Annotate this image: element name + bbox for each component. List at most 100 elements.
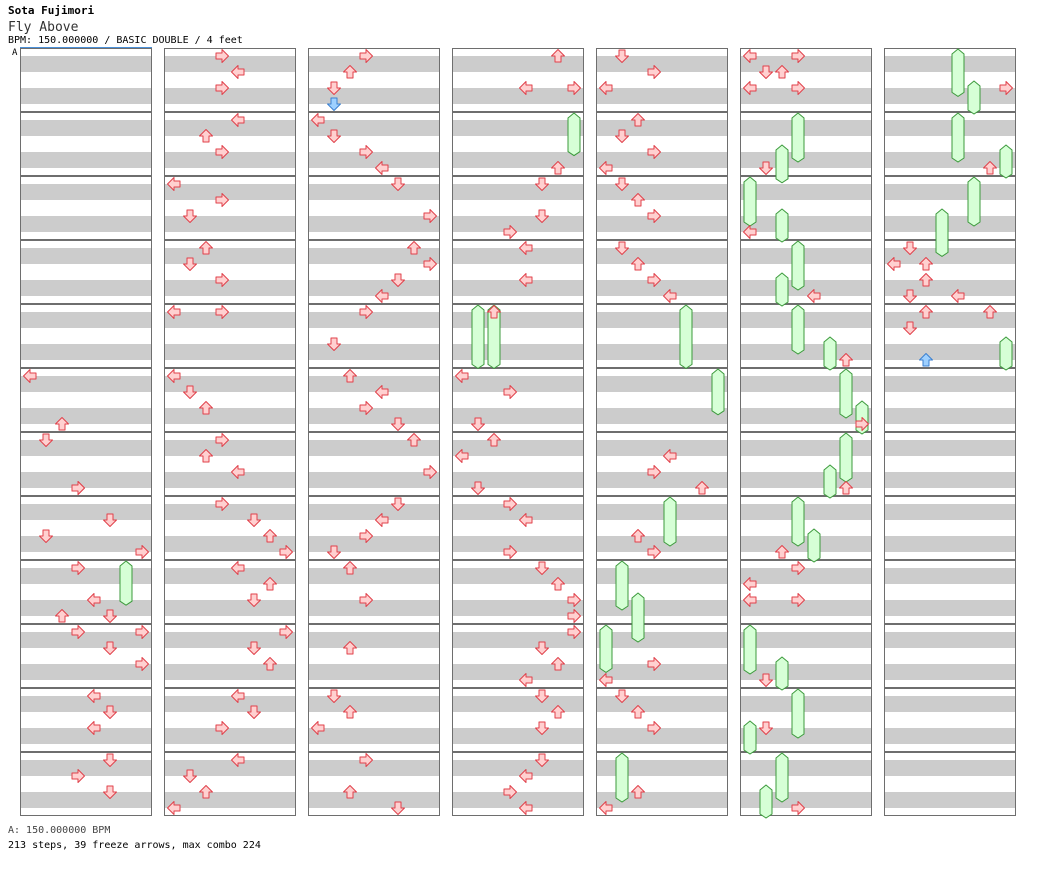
up-arrow-icon	[983, 161, 997, 175]
left-arrow-icon	[455, 369, 469, 383]
right-arrow-icon	[503, 497, 517, 511]
song-title: Fly Above	[8, 20, 79, 35]
right-arrow-icon	[791, 801, 805, 815]
left-arrow-icon	[311, 113, 325, 127]
measure	[20, 688, 152, 752]
right-arrow-icon	[279, 545, 293, 559]
beat-band	[885, 536, 1015, 552]
beat-band	[165, 792, 295, 808]
beat-band	[885, 792, 1015, 808]
measure	[164, 624, 296, 688]
beat-band	[453, 568, 583, 584]
measure	[164, 752, 296, 816]
beat-band	[453, 536, 583, 552]
measure	[452, 752, 584, 816]
beat-band	[597, 792, 727, 808]
measure	[20, 240, 152, 304]
beat-band	[165, 376, 295, 392]
left-arrow-icon	[375, 161, 389, 175]
down-arrow-icon	[759, 721, 773, 735]
left-arrow-icon	[663, 289, 677, 303]
beat-band	[21, 440, 151, 456]
beat-band	[309, 696, 439, 712]
right-arrow-icon	[791, 593, 805, 607]
measure	[740, 240, 872, 304]
beat-band	[165, 728, 295, 744]
beat-band	[165, 344, 295, 360]
beat-band	[21, 600, 151, 616]
right-arrow-icon	[647, 273, 661, 287]
beat-band	[453, 120, 583, 136]
beat-band	[597, 632, 727, 648]
beat-band	[309, 120, 439, 136]
beat-band	[21, 312, 151, 328]
right-arrow-icon	[71, 769, 85, 783]
beat-band	[741, 600, 871, 616]
beat-band	[597, 472, 727, 488]
right-arrow-icon	[215, 273, 229, 287]
left-arrow-icon	[743, 49, 757, 63]
freeze-arrow	[615, 560, 629, 611]
measure	[308, 48, 440, 112]
beat-band	[165, 184, 295, 200]
right-arrow-icon	[647, 65, 661, 79]
beat-band	[885, 248, 1015, 264]
beat-band	[885, 56, 1015, 72]
right-arrow-icon	[71, 481, 85, 495]
freeze-arrow	[775, 656, 789, 691]
measure	[308, 496, 440, 560]
left-arrow-icon	[599, 161, 613, 175]
beat-band	[309, 88, 439, 104]
beat-band	[741, 184, 871, 200]
right-arrow-icon	[855, 417, 869, 431]
beat-band	[21, 248, 151, 264]
down-arrow-icon	[103, 753, 117, 767]
right-arrow-icon	[359, 753, 373, 767]
measure	[308, 752, 440, 816]
beat-band	[741, 536, 871, 552]
freeze-arrow	[951, 112, 965, 163]
up-arrow-icon	[407, 433, 421, 447]
beat-band	[885, 632, 1015, 648]
beat-band	[885, 760, 1015, 776]
measure	[20, 752, 152, 816]
right-arrow-icon	[215, 193, 229, 207]
measure	[164, 112, 296, 176]
down-arrow-icon	[535, 561, 549, 575]
measure	[452, 496, 584, 560]
beat-band	[21, 216, 151, 232]
measure	[20, 368, 152, 432]
measure	[884, 304, 1016, 368]
beat-band	[21, 376, 151, 392]
measure	[452, 240, 584, 304]
beat-band	[165, 440, 295, 456]
down-arrow-icon	[247, 641, 261, 655]
measure	[20, 304, 152, 368]
measure	[740, 304, 872, 368]
beat-band	[453, 216, 583, 232]
measure	[308, 176, 440, 240]
down-arrow-icon	[103, 513, 117, 527]
beat-band	[885, 504, 1015, 520]
down-arrow-icon	[327, 337, 341, 351]
up-arrow-icon	[551, 577, 565, 591]
down-arrow-icon	[471, 417, 485, 431]
freeze-arrow	[823, 336, 837, 371]
song-artist: Sota Fujimori	[8, 4, 95, 17]
beat-band	[741, 568, 871, 584]
freeze-arrow	[791, 112, 805, 163]
beat-band	[741, 56, 871, 72]
beat-band	[885, 728, 1015, 744]
beat-band	[21, 120, 151, 136]
beat-band	[309, 664, 439, 680]
left-arrow-icon	[743, 577, 757, 591]
down-arrow-icon	[183, 769, 197, 783]
freeze-arrow	[599, 624, 613, 673]
beat-band	[885, 568, 1015, 584]
freeze-arrow	[631, 592, 645, 643]
measure	[884, 240, 1016, 304]
right-arrow-icon	[503, 545, 517, 559]
right-arrow-icon	[135, 545, 149, 559]
up-arrow-icon	[343, 705, 357, 719]
